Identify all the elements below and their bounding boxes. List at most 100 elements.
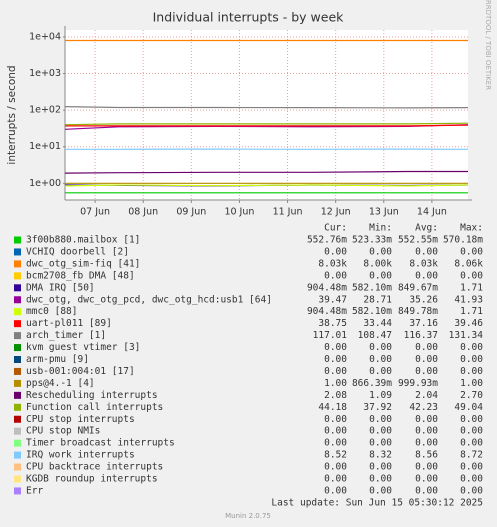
legend-value: 8.06k	[454, 258, 483, 269]
legend-label: arch_timer [1]	[26, 330, 106, 341]
legend-value: 0.00	[460, 485, 483, 496]
series-line	[64, 106, 469, 109]
legend-swatch	[14, 248, 21, 256]
y-tick-label: 1e+00	[29, 178, 61, 189]
legend-value: 8.03k	[409, 258, 438, 269]
legend-swatch	[14, 415, 21, 423]
legend-value: 0.00	[324, 426, 347, 437]
legend-value: 0.00	[460, 342, 483, 353]
legend-value: 0.00	[415, 342, 438, 353]
legend-label: DMA IRQ [50]	[26, 282, 95, 293]
legend-value: 0.00	[324, 246, 347, 257]
legend-value: 0.00	[415, 438, 438, 449]
legend-value: 0.00	[460, 438, 483, 449]
legend-value: 38.75	[318, 318, 347, 329]
legend-value: 1.09	[369, 390, 392, 401]
legend-value: 37.92	[363, 402, 392, 413]
legend-swatch	[14, 296, 21, 304]
legend-swatch	[14, 284, 21, 292]
series-line	[64, 122, 469, 126]
legend-value: 0.00	[415, 485, 438, 496]
legend-label: dwc_otg, dwc_otg_pcd, dwc_otg_hcd:usb1 […	[26, 294, 272, 305]
y-tick-label: 1e+04	[29, 31, 61, 42]
legend-value: 0.00	[324, 485, 347, 496]
legend-value: 0.00	[369, 270, 392, 281]
legend-swatch	[14, 451, 21, 459]
legend-value: 0.00	[324, 438, 347, 449]
legend-value: 37.16	[409, 318, 438, 329]
legend-value: 582.10m	[352, 282, 392, 293]
legend-value: 0.00	[369, 474, 392, 485]
legend-value: 0.00	[324, 474, 347, 485]
plot-area	[65, 30, 468, 200]
legend-value: 108.47	[358, 330, 392, 341]
x-tick-label: 09 Jun	[176, 207, 206, 218]
legend-value: 0.00	[460, 474, 483, 485]
x-tick-label: 14 Jun	[417, 207, 447, 218]
legend-swatch	[14, 427, 21, 435]
legend-label: mmc0 [88]	[26, 306, 77, 317]
legend-swatch	[14, 391, 21, 399]
legend-label: CPU backtrace interrupts	[26, 462, 163, 473]
legend-value: 0.00	[415, 270, 438, 281]
legend-label: Timer broadcast interrupts	[26, 438, 175, 449]
legend-label: CPU stop interrupts	[26, 414, 135, 425]
legend-swatch	[14, 463, 21, 471]
legend-value: 28.71	[363, 294, 392, 305]
legend-value: 0.00	[369, 485, 392, 496]
legend-value: 8.56	[415, 450, 438, 461]
legend-value: 849.78m	[398, 306, 438, 317]
y-tick-label: 1e+03	[29, 68, 61, 79]
legend-label: arm-pmu [9]	[26, 354, 89, 365]
series-line	[64, 170, 468, 174]
x-tick-label: 08 Jun	[128, 207, 158, 218]
chart-title: Individual interrupts - by week	[153, 10, 345, 25]
legend-header: Max:	[460, 223, 483, 234]
legend-swatch	[14, 272, 21, 280]
x-tick-label: 11 Jun	[273, 207, 303, 218]
x-tick-label: 07 Jun	[80, 207, 110, 218]
y-tick-label: 1e+02	[29, 105, 61, 116]
legend-header: Avg:	[415, 223, 438, 234]
legend-label: CPU stop NMIs	[26, 426, 100, 437]
legend-label: 3f00b880.mailbox [1]	[26, 235, 140, 246]
legend-value: 523.33m	[352, 235, 392, 246]
legend-value: 8.03k	[318, 258, 347, 269]
legend-swatch	[14, 260, 21, 268]
legend-label: Function call interrupts	[26, 402, 163, 413]
legend-swatch	[14, 356, 21, 363]
legend-swatch	[14, 439, 21, 447]
legend-value: 0.00	[460, 270, 483, 281]
watermark: RRDTOOL / TOBI OETIKER	[484, 0, 492, 90]
legend-label: pps@4.-1 [4]	[26, 378, 95, 389]
legend-value: 552.55m	[398, 235, 438, 246]
legend-value: 0.00	[460, 246, 483, 257]
legend-swatch	[14, 379, 21, 387]
legend-value: 8.72	[460, 450, 483, 461]
x-tick-label: 12 Jun	[321, 207, 351, 218]
y-axis-label: interrupts / second	[6, 65, 18, 164]
legend-value: 0.00	[369, 414, 392, 425]
legend-label: usb-001:004:01 [17]	[26, 366, 135, 377]
legend-value: 999.93m	[398, 378, 438, 389]
legend-value: 0.00	[369, 354, 392, 365]
legend-value: 0.00	[369, 462, 392, 473]
legend-value: 117.01	[313, 330, 348, 341]
legend-value: 0.00	[460, 462, 483, 473]
legend-value: 0.00	[415, 246, 438, 257]
legend-value: 35.26	[409, 294, 438, 305]
legend-value: 8.32	[369, 450, 392, 461]
legend-value: 0.00	[369, 246, 392, 257]
legend-value: 8.52	[324, 450, 347, 461]
legend-label: IRQ work interrupts	[26, 450, 135, 461]
legend-swatch	[14, 403, 21, 411]
series-line	[64, 184, 469, 187]
legend-value: 49.04	[454, 402, 483, 413]
legend-value: 42.23	[409, 402, 438, 413]
legend-header: Min:	[369, 223, 392, 234]
legend-value: 33.44	[363, 318, 392, 329]
legend-value: 8.00k	[363, 258, 392, 269]
last-update: Last update: Sun Jun 15 05:30:12 2025	[271, 498, 483, 509]
legend-label: kvm guest vtimer [3]	[26, 342, 140, 353]
legend-swatch	[14, 367, 21, 375]
